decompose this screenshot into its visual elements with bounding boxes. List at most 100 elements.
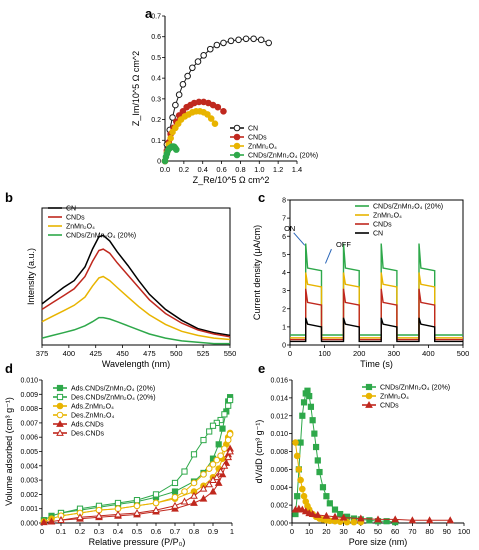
data-point xyxy=(152,506,160,514)
data-point xyxy=(220,107,227,115)
series-line xyxy=(41,275,231,341)
data-point xyxy=(171,488,179,495)
annotation-arrow xyxy=(324,248,332,264)
series-line xyxy=(41,248,231,338)
x-tick-label: 200 xyxy=(353,349,366,358)
data-point xyxy=(47,517,56,525)
y-tick-label: 0.3 xyxy=(151,96,161,103)
data-point xyxy=(219,425,226,432)
x-tick-label: 400 xyxy=(422,349,435,358)
data-point xyxy=(225,402,232,409)
legend-label: Ads.ZnMn₂O₄ xyxy=(71,404,114,411)
panel-d: d 0 0.1 0.2 0.3 0.4 0.5 0.6 0.7 0.8 0.9 1 0.000 0.001… xyxy=(4,361,234,547)
data-point xyxy=(190,498,198,506)
x-axis-label: Relative pressure (P/P₀) xyxy=(89,537,186,547)
data-point xyxy=(294,493,301,500)
data-point xyxy=(257,36,265,44)
legend-marker xyxy=(56,428,64,436)
y-axis-label: Volume adsorbed (cm³ g⁻¹) xyxy=(4,397,14,506)
data-point xyxy=(205,480,214,488)
series-line xyxy=(41,316,230,345)
data-point xyxy=(76,513,84,521)
data-point xyxy=(211,120,219,128)
data-point xyxy=(297,439,304,446)
data-point xyxy=(319,484,327,491)
data-point xyxy=(304,387,311,394)
annotation-arrow xyxy=(293,232,306,246)
data-point xyxy=(184,72,191,80)
y-axis-label: Z_Im/10^5 Ω cm^2 xyxy=(131,51,141,126)
y-tick-label: 2 xyxy=(282,306,286,313)
x-tick-label: 100 xyxy=(318,349,331,358)
panel-label-d: d xyxy=(5,361,13,376)
data-point xyxy=(343,518,351,526)
x-tick-label: 70 xyxy=(408,527,416,536)
y-tick-label: 8 xyxy=(282,198,286,205)
data-point xyxy=(194,58,202,65)
x-tick-label: 0.6 xyxy=(151,527,161,536)
series-line xyxy=(290,317,463,343)
legend-marker xyxy=(233,142,241,150)
data-point xyxy=(408,516,417,524)
data-point xyxy=(171,501,179,509)
x-tick-label: 0.4 xyxy=(197,165,207,174)
data-point xyxy=(309,417,316,424)
data-point xyxy=(221,445,228,452)
data-point xyxy=(297,476,304,484)
y-tick-label: 0.008 xyxy=(20,406,38,413)
y-tick-label: 0.002 xyxy=(270,503,288,510)
y-tick-label: 4 xyxy=(282,270,286,277)
legend-marker xyxy=(56,402,64,410)
x-tick-label: 475 xyxy=(143,349,156,358)
legend: CNDs/ZnMn₂O₄ (20%) ZnMn₂O₄ CNDs CN xyxy=(355,204,443,238)
data-point xyxy=(227,396,234,404)
data-point xyxy=(313,510,322,518)
data-point xyxy=(356,514,365,522)
legend-label: ZnMn₂O₄ xyxy=(373,213,402,220)
annotation-off: OFF xyxy=(336,240,351,249)
data-point xyxy=(213,456,221,464)
legend-label: CNDs/ZnMn₂O₄ (20%) xyxy=(66,233,136,240)
data-point xyxy=(391,515,400,523)
y-tick-label: 0.010 xyxy=(270,431,288,438)
data-point xyxy=(214,103,222,111)
data-point xyxy=(212,473,221,481)
data-point xyxy=(204,111,211,118)
x-tick-label: 0 xyxy=(40,527,44,536)
x-axis-label: Time (s) xyxy=(360,359,393,369)
y-tick-label: 0.7 xyxy=(151,14,161,21)
legend-label: CNDs xyxy=(373,222,392,229)
x-tick-label: 0.5 xyxy=(132,527,142,536)
x-tick-label: 0.4 xyxy=(113,527,123,536)
x-tick-label: 300 xyxy=(388,349,401,358)
legend-label: Des.CNDs xyxy=(71,431,105,438)
data-point xyxy=(216,467,225,475)
data-point xyxy=(224,436,232,444)
data-point xyxy=(224,453,233,461)
legend-label: CN xyxy=(248,126,258,133)
legend-marker xyxy=(233,124,241,132)
x-axis-label: Wavelength (nm) xyxy=(102,359,170,369)
data-point xyxy=(337,510,344,518)
data-point xyxy=(295,466,303,473)
panel-c: c 0 100 200 300 400 500 0 1 2 3 4 5 6 7 8 Time (s) Curren… xyxy=(252,190,469,369)
x-tick-label: 450 xyxy=(116,349,129,358)
legend-label: CNDs xyxy=(66,215,85,222)
data-point xyxy=(326,500,333,507)
legend-marker xyxy=(56,384,64,392)
data-point xyxy=(172,101,179,109)
x-tick-label: 0.3 xyxy=(94,527,104,536)
data-point xyxy=(311,430,318,437)
series-line xyxy=(290,272,463,339)
x-tick-label: 10 xyxy=(305,527,313,536)
legend-label: ZnMn₂O₄ xyxy=(380,394,409,401)
legend-label: CNDs/ZnMn₂O₄ (20%) xyxy=(373,204,443,211)
x-tick-label: 0.9 xyxy=(208,527,218,536)
legend-label: Des.CNDs/ZnMn₂O₄ (20%) xyxy=(71,395,156,402)
panel-label-a: a xyxy=(145,6,153,21)
x-tick-label: 20 xyxy=(322,527,330,536)
legend-label: Ads.CNDs xyxy=(71,422,104,429)
data-point xyxy=(226,431,234,438)
data-point xyxy=(383,518,390,525)
data-point xyxy=(169,114,176,121)
